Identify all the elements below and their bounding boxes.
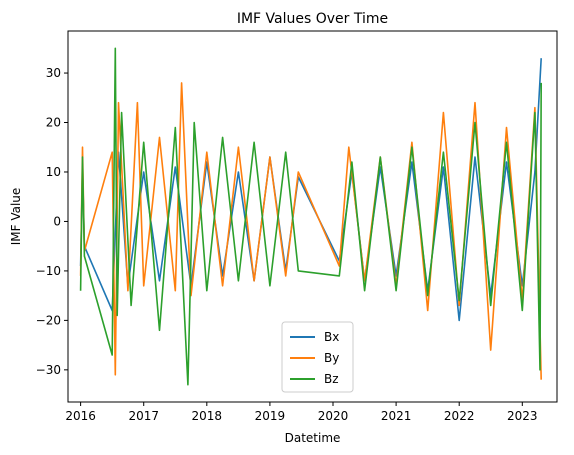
y-tick-label: 30	[46, 66, 61, 80]
legend-box	[281, 321, 354, 393]
x-tick-label: 2023	[507, 409, 538, 423]
y-tick-label: −10	[36, 264, 61, 278]
chart-title: IMF Values Over Time	[237, 11, 388, 27]
y-axis-label: IMF Value	[9, 188, 23, 246]
y-axis: −30 −20 −10 0 10 20 30	[36, 66, 68, 377]
plot-series	[79, 47, 543, 386]
y-tick-label: 10	[46, 165, 61, 179]
x-tick-label: 2017	[128, 409, 159, 423]
x-tick-label: 2021	[381, 409, 412, 423]
y-tick-label: 0	[53, 214, 61, 228]
y-tick-label: −20	[36, 313, 61, 327]
x-tick-label: 2022	[444, 409, 475, 423]
legend-label-by: By	[324, 351, 339, 365]
y-tick-label: −30	[36, 363, 61, 377]
series-line-bz	[79, 47, 543, 386]
x-axis-label: Datetime	[285, 431, 341, 445]
x-axis: 2016 2017 2018 2019 2020 2021 2022 2023	[65, 402, 538, 423]
plot-frame	[67, 30, 558, 403]
y-tick-label: 20	[46, 116, 61, 130]
x-tick-label: 2018	[192, 409, 223, 423]
x-tick-label: 2016	[65, 409, 96, 423]
x-tick-label: 2020	[318, 409, 349, 423]
legend: Bx By Bz	[281, 321, 354, 393]
legend-label-bx: Bx	[324, 330, 339, 344]
legend-label-bz: Bz	[324, 372, 339, 386]
x-tick-label: 2019	[255, 409, 286, 423]
